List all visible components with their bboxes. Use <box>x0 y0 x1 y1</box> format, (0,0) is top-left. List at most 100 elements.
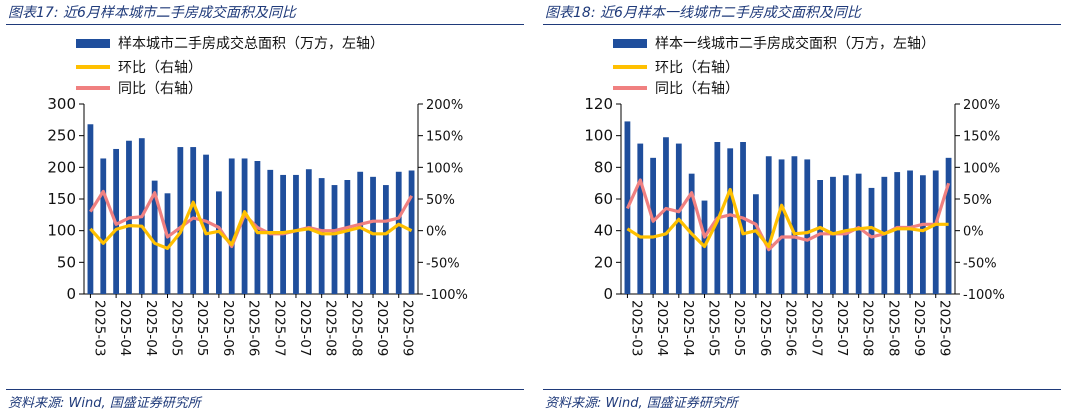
y-left-tick-label: 0 <box>66 285 76 303</box>
bar <box>344 180 351 294</box>
y-right-tick-label: 100% <box>963 161 1000 176</box>
x-tick-label: 2025-08 <box>323 300 339 356</box>
x-tick-label: 2025-03 <box>91 300 107 356</box>
bar <box>727 148 734 294</box>
y-right-tick-label: -50% <box>963 256 997 271</box>
x-tick-label: 2025-05 <box>169 300 185 356</box>
bar <box>765 156 772 294</box>
bar <box>408 170 415 294</box>
legend-label-mom: 环比（右轴） <box>655 60 739 76</box>
bar <box>293 174 299 294</box>
bar <box>637 143 644 294</box>
x-tick-label: 2025-04 <box>117 300 133 356</box>
bar <box>817 180 824 294</box>
x-tick-label: 2025-05 <box>731 300 747 356</box>
x-tick-label: 2025-07 <box>271 300 287 356</box>
bar <box>855 173 862 294</box>
y-right-tick-label: -100% <box>426 288 468 303</box>
bar <box>752 194 759 294</box>
x-tick-label: 2025-05 <box>194 300 210 356</box>
series-line-yoy <box>625 178 951 252</box>
y-left-tick-label: 80 <box>594 158 613 176</box>
bar <box>778 159 785 294</box>
bar <box>241 158 248 294</box>
bar <box>650 157 657 294</box>
x-tick-label: 2025-04 <box>654 300 670 356</box>
x-tick-label: 2025-06 <box>757 300 773 356</box>
chart-panel-left: 图表17: 近6月样本城市二手房成交面积及同比 样本城市二手房成交总面积（万方，… <box>6 0 526 414</box>
x-tick-label: 2025-09 <box>911 300 927 356</box>
x-tick-label: 2025-05 <box>706 300 722 356</box>
legend-label-bar: 样本城市二手房成交总面积（万方，左轴） <box>118 35 384 52</box>
y-left-tick-label: 100 <box>47 222 76 240</box>
bar <box>804 159 811 294</box>
series-line-mom <box>89 200 413 250</box>
y-left-tick-label: 100 <box>584 127 613 145</box>
y-right-tick-label: 50% <box>426 193 455 208</box>
y-left-tick-label: 40 <box>594 222 613 240</box>
title-divider <box>6 24 524 25</box>
bar <box>382 185 389 294</box>
series-line-yoy <box>89 189 413 249</box>
bar <box>868 187 875 294</box>
x-tick-label: 2025-06 <box>220 300 236 356</box>
y-right-tick-label: 100% <box>426 161 463 176</box>
bar <box>894 172 901 294</box>
x-tick-label: 2025-04 <box>680 300 696 356</box>
y-left-tick-label: 0 <box>603 285 613 303</box>
y-right-tick-label: -50% <box>426 256 460 271</box>
bar <box>830 176 836 294</box>
y-left-tick-label: 20 <box>594 253 613 271</box>
x-tick-label: 2025-04 <box>143 300 159 356</box>
source-note: 资料来源: Wind, 国盛证券研究所 <box>8 396 201 411</box>
bar <box>190 147 197 294</box>
bar <box>100 158 107 294</box>
x-tick-label: 2025-07 <box>808 300 824 356</box>
y-right-tick-label: 150% <box>963 130 1000 145</box>
x-tick-label: 2025-07 <box>834 300 850 356</box>
chart-panel-right: 图表18: 近6月样本一线城市二手房成交面积及同比 样本一线城市二手房成交面积（… <box>543 0 1063 414</box>
chart-title: 图表18: 近6月样本一线城市二手房成交面积及同比 <box>545 5 861 21</box>
bar <box>331 185 338 294</box>
x-tick-label: 2025-09 <box>937 300 953 356</box>
x-tick-label: 2025-07 <box>297 300 313 356</box>
bar <box>919 175 926 294</box>
bar <box>151 180 158 294</box>
source-note: 资料来源: Wind, 国盛证券研究所 <box>545 396 738 411</box>
bar <box>357 171 364 294</box>
legend-swatch-bar <box>76 39 110 48</box>
source-divider <box>543 389 1061 390</box>
bar <box>215 191 222 294</box>
y-right-tick-label: -100% <box>963 288 1005 303</box>
chart-svg: 样本城市二手房成交总面积（万方，左轴） 环比（右轴） 同比（右轴） 0 50 100 150… <box>47 35 468 356</box>
x-tick-label: 2025-09 <box>400 300 416 356</box>
x-tick-label: 2025-09 <box>374 300 390 356</box>
y-left-tick-label: 250 <box>47 127 76 145</box>
y-left-tick-label: 120 <box>584 95 613 113</box>
bar <box>945 157 952 294</box>
bar <box>395 171 402 294</box>
bar <box>203 154 209 294</box>
x-tick-label: 2025-06 <box>783 300 799 356</box>
x-tick-label: 2025-08 <box>885 300 901 356</box>
bar <box>305 169 312 294</box>
legend-swatch-bar <box>613 39 647 48</box>
bar <box>177 147 184 294</box>
chart-title: 图表17: 近6月样本城市二手房成交面积及同比 <box>8 5 296 21</box>
bar <box>318 178 325 294</box>
y-left-tick-label: 300 <box>47 95 76 113</box>
y-left-tick-label: 200 <box>47 158 76 176</box>
x-tick-label: 2025-08 <box>348 300 364 356</box>
y-right-tick-label: 0% <box>426 225 447 240</box>
y-right-tick-label: 200% <box>963 98 1000 113</box>
title-divider <box>543 24 1061 25</box>
bar <box>907 170 913 294</box>
y-right-tick-label: 200% <box>426 98 463 113</box>
y-left-tick-label: 60 <box>594 190 613 208</box>
y-left-tick-label: 50 <box>57 253 76 271</box>
source-divider <box>6 389 524 390</box>
bar <box>791 156 798 294</box>
y-right-tick-label: 50% <box>963 193 992 208</box>
legend-label-yoy: 同比（右轴） <box>655 81 739 97</box>
y-left-tick-label: 150 <box>47 190 76 208</box>
